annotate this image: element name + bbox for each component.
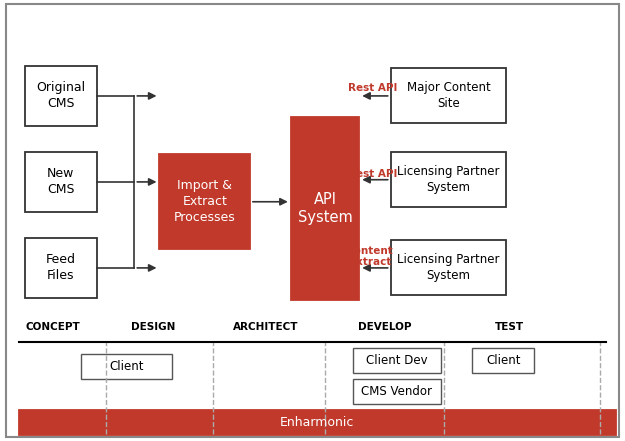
FancyBboxPatch shape xyxy=(291,117,359,300)
FancyBboxPatch shape xyxy=(472,348,534,373)
FancyBboxPatch shape xyxy=(25,66,97,126)
FancyBboxPatch shape xyxy=(353,348,441,373)
Text: Original
CMS: Original CMS xyxy=(36,82,86,110)
FancyBboxPatch shape xyxy=(25,152,97,212)
FancyBboxPatch shape xyxy=(353,379,441,404)
Text: Rest API: Rest API xyxy=(349,83,398,93)
Text: Import &
Extract
Processes: Import & Extract Processes xyxy=(174,179,236,224)
Text: Client: Client xyxy=(109,360,144,373)
Text: Client: Client xyxy=(486,354,521,366)
Text: Content
Extract: Content Extract xyxy=(347,246,393,267)
Text: Rest API: Rest API xyxy=(349,169,398,179)
FancyBboxPatch shape xyxy=(391,152,506,207)
Text: CONCEPT: CONCEPT xyxy=(26,322,81,332)
Text: CMS Vendor: CMS Vendor xyxy=(361,385,432,398)
FancyBboxPatch shape xyxy=(19,410,616,435)
Text: Licensing Partner
System: Licensing Partner System xyxy=(398,165,500,194)
FancyBboxPatch shape xyxy=(391,68,506,123)
Text: DESIGN: DESIGN xyxy=(131,322,175,332)
Text: ARCHITECT: ARCHITECT xyxy=(233,322,298,332)
FancyBboxPatch shape xyxy=(159,154,250,249)
FancyBboxPatch shape xyxy=(391,240,506,295)
FancyBboxPatch shape xyxy=(6,4,619,437)
Text: DEVELOP: DEVELOP xyxy=(357,322,411,332)
Text: TEST: TEST xyxy=(495,322,524,332)
Text: Client Dev: Client Dev xyxy=(366,354,428,366)
Text: New
CMS: New CMS xyxy=(48,168,75,196)
Text: Enharmonic: Enharmonic xyxy=(280,416,354,429)
FancyBboxPatch shape xyxy=(81,354,172,379)
Text: Major Content
Site: Major Content Site xyxy=(407,82,491,110)
Text: Feed
Files: Feed Files xyxy=(46,254,76,282)
FancyBboxPatch shape xyxy=(25,238,97,298)
Text: Licensing Partner
System: Licensing Partner System xyxy=(398,254,500,282)
Text: API
System: API System xyxy=(298,191,352,225)
